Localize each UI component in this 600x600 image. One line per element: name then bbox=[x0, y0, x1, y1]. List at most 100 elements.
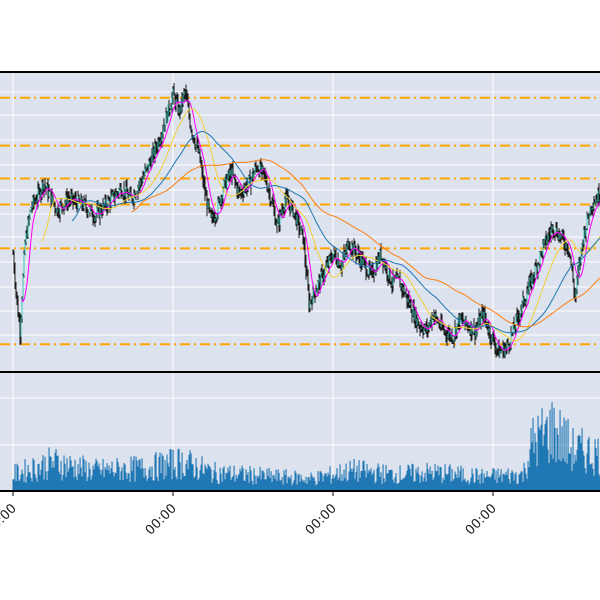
volume-bar bbox=[320, 471, 322, 491]
candle-body bbox=[351, 244, 353, 252]
volume-bar bbox=[572, 427, 574, 491]
volume-bar bbox=[188, 454, 190, 491]
candle-body bbox=[551, 225, 553, 230]
volume-bar bbox=[321, 473, 323, 491]
candle-body bbox=[64, 202, 66, 206]
candle-body bbox=[29, 211, 31, 218]
volume-bar bbox=[556, 428, 558, 491]
volume-bar bbox=[21, 469, 23, 491]
volume-bar bbox=[473, 482, 475, 491]
volume-bar bbox=[212, 478, 214, 491]
volume-bar bbox=[588, 436, 590, 491]
candle-body bbox=[235, 181, 237, 185]
candle-body bbox=[218, 199, 220, 201]
candle-body bbox=[468, 328, 470, 330]
candle-body bbox=[489, 328, 491, 339]
volume-bar bbox=[32, 458, 34, 491]
candle-body bbox=[206, 195, 208, 209]
volume-bar bbox=[233, 465, 235, 491]
volume-bar bbox=[226, 473, 228, 491]
candle-body bbox=[107, 199, 109, 209]
candle-body bbox=[186, 94, 188, 102]
volume-bar bbox=[393, 482, 395, 491]
candle-body bbox=[319, 278, 321, 287]
candle-body bbox=[467, 325, 469, 329]
candle-body bbox=[118, 189, 120, 195]
candle-body bbox=[565, 243, 567, 249]
volume-bar bbox=[470, 477, 472, 491]
volume-bar bbox=[402, 478, 404, 491]
volume-bar bbox=[514, 474, 516, 491]
candle-body bbox=[144, 168, 146, 176]
volume-bar bbox=[294, 470, 296, 491]
volume-bar bbox=[313, 476, 315, 491]
volume-bar bbox=[474, 481, 476, 491]
volume-bar bbox=[472, 473, 474, 491]
candle-body bbox=[585, 228, 587, 237]
candle-body bbox=[421, 327, 423, 331]
volume-bar bbox=[259, 466, 261, 491]
volume-bar bbox=[292, 482, 294, 491]
volume-bar bbox=[334, 476, 336, 491]
candle-body bbox=[316, 289, 318, 293]
candle-body bbox=[13, 254, 15, 270]
candle-body bbox=[431, 316, 433, 325]
candle-body bbox=[181, 98, 183, 105]
candle-body bbox=[331, 259, 333, 261]
volume-bar bbox=[114, 472, 116, 491]
candle-body bbox=[215, 218, 217, 220]
candle-body bbox=[141, 181, 143, 183]
candle-body bbox=[268, 190, 270, 192]
volume-bar bbox=[100, 474, 102, 491]
candle-body bbox=[533, 277, 535, 279]
volume-bar bbox=[309, 480, 311, 491]
candle-body bbox=[366, 274, 368, 276]
volume-bar bbox=[405, 474, 407, 491]
candle-body bbox=[411, 312, 413, 317]
volume-bar bbox=[430, 473, 432, 491]
candle-body bbox=[149, 160, 151, 162]
volume-bar bbox=[596, 455, 598, 491]
volume-bar bbox=[389, 470, 391, 491]
volume-bar bbox=[214, 461, 216, 491]
volume-bar bbox=[205, 466, 207, 491]
candle-body bbox=[444, 331, 446, 333]
volume-bar bbox=[381, 484, 383, 491]
volume-bar bbox=[156, 476, 158, 491]
candle-body bbox=[281, 210, 283, 214]
candle-body bbox=[479, 316, 481, 325]
volume-bar bbox=[160, 473, 162, 491]
candle-body bbox=[16, 292, 18, 302]
volume-bar bbox=[158, 457, 160, 491]
candle-body bbox=[312, 289, 314, 304]
candle-body bbox=[593, 203, 595, 209]
candle-body bbox=[99, 207, 101, 218]
volume-bar bbox=[118, 466, 120, 491]
volume-bar bbox=[44, 456, 46, 491]
candle-body bbox=[219, 199, 221, 205]
volume-bar bbox=[305, 476, 307, 491]
volume-bar bbox=[353, 458, 355, 491]
candle-body bbox=[363, 258, 365, 261]
volume-bar bbox=[264, 479, 266, 491]
volume-bar bbox=[324, 473, 326, 491]
candle-body bbox=[211, 214, 213, 217]
candle-body bbox=[428, 325, 430, 330]
volume-bar bbox=[143, 477, 145, 491]
candle-body bbox=[185, 91, 187, 95]
volume-bar bbox=[436, 470, 438, 491]
candle-body bbox=[26, 233, 28, 237]
candle-body bbox=[146, 164, 148, 168]
volume-bar bbox=[112, 471, 114, 491]
candle-body bbox=[248, 176, 250, 178]
candle-body bbox=[550, 229, 552, 235]
candle-body bbox=[87, 212, 89, 214]
candle-body bbox=[373, 274, 375, 276]
candle-body bbox=[359, 256, 361, 265]
candle-body bbox=[545, 237, 547, 244]
candle-body bbox=[238, 188, 240, 191]
candle-body bbox=[507, 343, 509, 345]
candle-body bbox=[76, 202, 78, 209]
volume-bar bbox=[400, 479, 402, 491]
candle-body bbox=[72, 193, 74, 202]
